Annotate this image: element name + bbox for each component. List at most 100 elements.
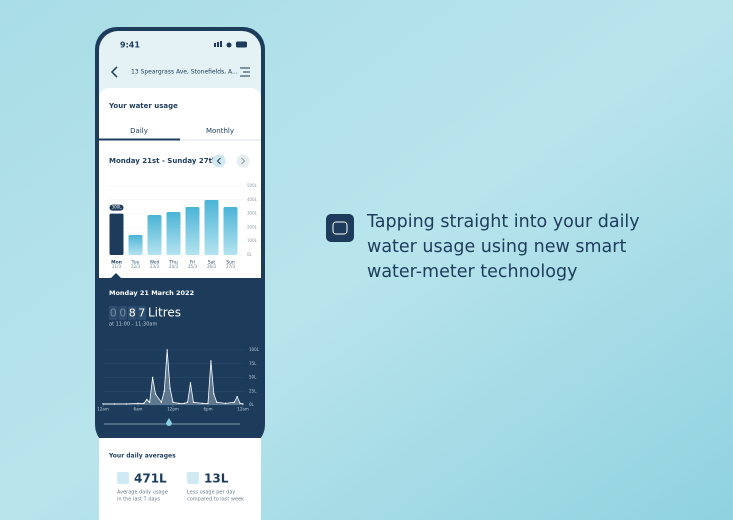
counter-digit: 8 xyxy=(129,307,136,320)
usage-point xyxy=(207,402,209,405)
average-value: 471L xyxy=(134,472,167,486)
counter-box xyxy=(118,306,127,320)
reading-date: Monday 21 March 2022 xyxy=(109,289,194,297)
x-tick-date: 23/3 xyxy=(150,264,159,269)
x-tick-date: 27/3 xyxy=(226,264,235,269)
usage-point xyxy=(154,393,157,395)
prev-week[interactable] xyxy=(212,154,226,168)
x-tick-date: 25/3 xyxy=(188,264,197,269)
feature-line: water-meter technology xyxy=(367,262,577,282)
y-tick-label: 300L xyxy=(247,211,258,216)
bar xyxy=(109,213,124,255)
week-range: Monday 21st - Sunday 27th xyxy=(109,157,217,165)
counter-box xyxy=(137,306,146,320)
usage-point xyxy=(186,401,189,403)
x-tick-label: 12am xyxy=(97,407,109,412)
usage-point xyxy=(137,402,139,405)
usage-card xyxy=(99,88,261,288)
y-tick-label: 100L xyxy=(249,347,260,352)
x-tick-date: 21/3 xyxy=(112,264,121,269)
y-tick-label: 25L xyxy=(249,388,257,393)
counter-box xyxy=(128,306,137,320)
y-tick-label: 200L xyxy=(247,224,258,229)
usage-point xyxy=(172,401,174,403)
usage-point xyxy=(213,393,215,395)
usage-point xyxy=(233,401,235,403)
bar xyxy=(147,214,162,255)
y-tick-label: 0L xyxy=(247,252,253,257)
prev-arrow xyxy=(216,157,221,165)
x-tick-label: Mon xyxy=(111,260,122,266)
y-tick-label: 100L xyxy=(247,238,258,243)
usage-point xyxy=(163,390,165,392)
x-tick-date: 26/3 xyxy=(207,264,216,269)
detail-panel xyxy=(99,278,261,438)
status-time: 9:41 xyxy=(120,41,140,50)
bar xyxy=(166,211,181,255)
usage-point xyxy=(178,402,180,405)
address: 13 Speargrass Ave, Stonefields, A... xyxy=(131,69,238,76)
x-tick-label: 12am xyxy=(237,407,249,412)
value-label: 300L xyxy=(112,205,123,210)
usage-point xyxy=(201,402,203,405)
averages-title: Your daily averages xyxy=(108,453,176,460)
x-tick-label: 12pm xyxy=(167,407,179,412)
slider-knob[interactable] xyxy=(166,418,172,426)
menu-button[interactable] xyxy=(240,67,250,77)
usage-point xyxy=(146,398,148,401)
usage-point xyxy=(242,403,244,405)
counter-digit: 0 xyxy=(119,307,126,320)
usage-point xyxy=(216,401,218,403)
x-tick-label: Sat xyxy=(208,260,216,266)
usage-point xyxy=(151,376,154,379)
value-badge xyxy=(109,204,124,211)
usage-point xyxy=(143,402,145,405)
x-tick-label: Thu xyxy=(168,260,178,266)
y-tick-label: 400L xyxy=(247,197,258,202)
x-tick-label: Tue xyxy=(131,260,140,266)
counter-digit: 0 xyxy=(110,307,117,320)
usage-point xyxy=(166,349,168,351)
average-caption: Average daily usage xyxy=(117,490,168,496)
bar xyxy=(204,199,219,255)
saving-value: 13L xyxy=(204,472,229,486)
counter-digit: 7 xyxy=(138,307,145,320)
next-week[interactable] xyxy=(236,154,250,168)
usage-point xyxy=(113,403,116,405)
back-button[interactable] xyxy=(110,66,118,78)
saving-caption: compared to last week xyxy=(187,497,244,503)
usage-point xyxy=(224,402,227,405)
usage-point xyxy=(236,396,238,398)
usage-point xyxy=(183,402,186,405)
usage-point xyxy=(210,360,212,362)
feature-icon xyxy=(326,214,354,242)
feature-icon-glyph xyxy=(332,221,348,235)
saving-icon xyxy=(187,472,199,484)
bar xyxy=(128,234,143,255)
average-caption: in the last 7 days xyxy=(117,497,161,503)
reading-unit: Litres xyxy=(148,306,181,320)
x-tick-label: 6pm xyxy=(204,407,213,412)
usage-point xyxy=(189,382,192,384)
usage-point xyxy=(239,402,241,405)
tab-daily[interactable]: Daily xyxy=(130,127,148,135)
y-tick-label: 50L xyxy=(249,375,257,380)
saving-caption: Less usage per day xyxy=(187,490,235,496)
usage-point xyxy=(102,403,104,405)
average-icon xyxy=(117,472,129,484)
reading-time: at 11:00 - 11:30am xyxy=(109,322,157,328)
x-tick-label: 6am xyxy=(134,407,143,412)
tab-monthly[interactable]: Monthly xyxy=(206,127,234,135)
feature-line: water usage using new smart xyxy=(367,237,626,257)
usage-point xyxy=(192,401,195,403)
usage-point xyxy=(148,401,151,403)
y-tick-label: 0L xyxy=(249,402,255,407)
counter-box xyxy=(109,306,118,320)
selected-pointer xyxy=(111,273,121,278)
bar xyxy=(185,206,200,255)
status-icons xyxy=(214,41,247,48)
x-tick-label: Wed xyxy=(150,260,160,266)
